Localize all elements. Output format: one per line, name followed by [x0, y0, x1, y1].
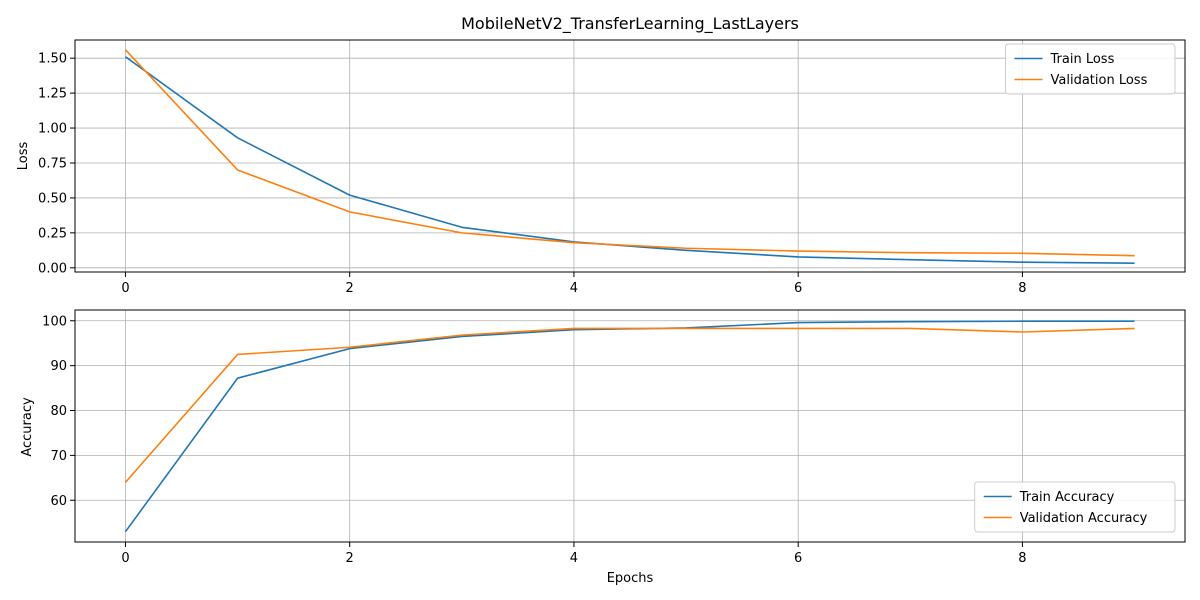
loss-y-tick-label: 0.75	[38, 156, 67, 171]
loss-axes-frame	[74, 39, 1186, 273]
accuracy-x-ticks: 0 2 4 6 8	[121, 542, 1027, 566]
loss-y-tick-label: 1.50	[38, 52, 67, 67]
loss-y-tick-label: 1.00	[38, 122, 67, 137]
loss-x-tick-label: 8	[1018, 281, 1026, 296]
loss-series-group	[124, 49, 1135, 264]
accuracy-y-ticks: 60 70 80 90 100	[42, 314, 75, 509]
train-loss-legend-label: Train Loss	[1050, 52, 1115, 67]
loss-x-tick-label: 2	[346, 281, 354, 296]
train-accuracy-legend-label: Train Accuracy	[1019, 490, 1115, 505]
accuracy-x-tick-label: 6	[794, 551, 802, 566]
accuracy-series-group	[124, 320, 1135, 533]
accuracy-x-tick-label: 2	[346, 551, 354, 566]
accuracy-x-tick-label: 4	[570, 551, 578, 566]
loss-y-axis-label: Loss	[16, 142, 31, 171]
accuracy-axes-frame	[74, 309, 1186, 543]
accuracy-legend-box	[974, 481, 1176, 533]
loss-y-tick-label: 0.25	[38, 226, 67, 241]
accuracy-x-axis-label: Epochs	[607, 571, 654, 586]
accuracy-y-tick-label: 60	[50, 494, 67, 509]
loss-y-tick-label: 1.25	[38, 87, 67, 102]
accuracy-y-tick-label: 90	[50, 359, 67, 374]
validation-accuracy-line	[124, 327, 1135, 483]
loss-chart-title: MobileNetV2_TransferLearning_LastLayers	[461, 14, 799, 34]
loss-y-tick-label: 0.50	[38, 191, 67, 206]
validation-loss-legend-label: Validation Loss	[1051, 73, 1148, 88]
loss-legend: Train Loss Validation Loss	[1005, 43, 1176, 95]
accuracy-x-tick-label: 8	[1018, 551, 1026, 566]
loss-x-tick-label: 6	[794, 281, 802, 296]
loss-x-tick-label: 4	[570, 281, 578, 296]
accuracy-x-tick-label: 0	[121, 551, 129, 566]
accuracy-legend: Train Accuracy Validation Accuracy	[974, 481, 1176, 533]
loss-y-tick-label: 0.00	[38, 261, 67, 276]
accuracy-y-tick-label: 70	[50, 449, 67, 464]
accuracy-y-tick-label: 100	[42, 314, 67, 329]
validation-accuracy-legend-label: Validation Accuracy	[1020, 511, 1148, 526]
accuracy-subplot: 0 2 4 6 8 60 70 80 90 100 Accuracy Epochs Train …	[20, 309, 1186, 586]
loss-legend-box	[1005, 43, 1176, 95]
accuracy-y-axis-label: Accuracy	[20, 397, 35, 457]
loss-y-ticks: 0.00 0.25 0.50 0.75 1.00 1.25 1.50	[38, 52, 75, 276]
accuracy-y-tick-label: 80	[50, 404, 67, 419]
loss-subplot: MobileNetV2_TransferLearning_LastLayers …	[16, 14, 1186, 296]
loss-grid	[75, 40, 1185, 272]
validation-loss-line	[124, 49, 1135, 257]
loss-x-ticks: 0 2 4 6 8	[121, 272, 1027, 296]
loss-x-tick-label: 0	[121, 281, 129, 296]
